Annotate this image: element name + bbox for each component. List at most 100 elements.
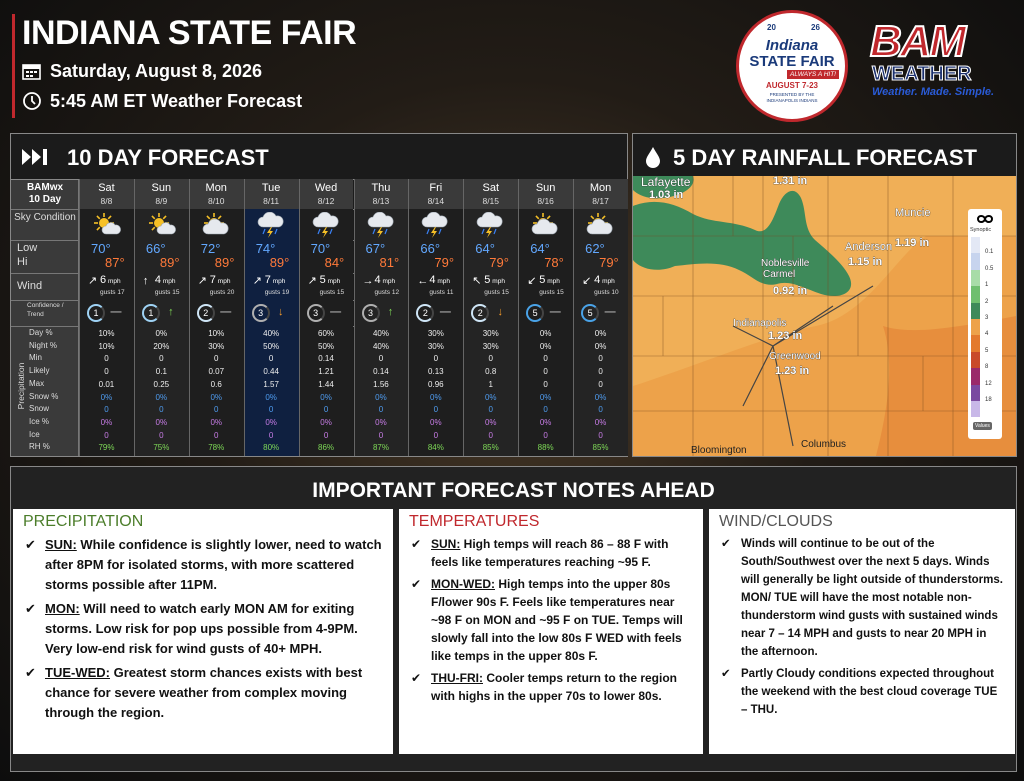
precip-value: 88%: [537, 443, 554, 453]
precip-value: 0%: [210, 417, 223, 427]
precip-value: 0: [104, 430, 109, 440]
map-label: Bloomington: [691, 445, 747, 456]
row-label: Max: [29, 378, 45, 388]
map-label: 1.15 in: [848, 256, 883, 268]
note-lead: SUN:: [45, 537, 77, 552]
icon-part: [257, 212, 284, 228]
precip-value: 0.14: [373, 367, 389, 377]
row-label: Snow %: [29, 391, 59, 401]
county-lines: [633, 176, 1016, 456]
wind-speed: 4: [594, 274, 601, 286]
trend: —: [330, 306, 342, 318]
precip-value: 86%: [318, 443, 335, 453]
map-label: Anderson: [845, 241, 892, 253]
precip-value: 0: [543, 379, 548, 389]
precip-value: 0%: [100, 417, 113, 427]
low-temp: 66°: [145, 241, 166, 256]
map-label: 1.19 in: [895, 237, 930, 249]
map-label: Lafayette: [641, 176, 691, 189]
clock-icon: [23, 92, 41, 110]
precip-value: 30%: [427, 341, 444, 351]
day-date: 8/14: [427, 196, 445, 206]
map-label: Noblesville: [761, 258, 810, 269]
precip-value: 0.07: [208, 367, 225, 377]
wind-gusts: gusts 20: [209, 289, 235, 296]
logo-year: 26: [811, 23, 820, 32]
precip-value: 0: [598, 379, 603, 389]
wind-gusts: gusts 17: [100, 289, 125, 296]
title: INDIANA STATE FAIR: [22, 14, 357, 52]
icon-part: [376, 227, 383, 238]
confidence: 3: [313, 308, 319, 318]
wind-gusts: gusts 11: [429, 289, 454, 296]
logo-dates: AUGUST 7-23: [765, 81, 818, 90]
note-text: While confidence is slightly lower, need…: [45, 537, 382, 592]
precip-value: 0%: [155, 417, 168, 427]
precip-value: 85%: [482, 443, 499, 453]
wind-speed: 5: [484, 274, 491, 286]
forecast-title: 10 DAY FORECAST: [67, 145, 269, 170]
legend-button[interactable]: Values: [973, 422, 992, 430]
row-label: Ice %: [29, 416, 50, 426]
wind-speed: 4: [154, 274, 162, 286]
icon-part: [96, 215, 101, 220]
day-header: [353, 179, 409, 209]
legend-swatch: [971, 384, 980, 401]
precip-value: 50%: [263, 341, 280, 351]
note-item: SUN: While confidence is slightly lower,…: [23, 535, 383, 595]
icon-part: [590, 215, 595, 220]
wind-arrow: ↗: [307, 275, 317, 287]
low-temp: 70°: [310, 241, 331, 256]
precip-value: 30%: [482, 329, 499, 338]
day-name: Mon: [589, 182, 612, 194]
precip-value: 0: [488, 430, 493, 440]
confidence-ring: [416, 304, 435, 322]
sky-icon: [531, 213, 558, 235]
high-temp: 78°: [544, 255, 564, 270]
low-temp: 64°: [530, 241, 550, 256]
confidence: 3: [258, 308, 264, 318]
roads: [732, 285, 874, 447]
sky-icon: [586, 213, 613, 235]
legend-swatch: [971, 335, 980, 352]
day-header: [463, 179, 519, 209]
logo-year: 20: [767, 23, 776, 32]
precip-value: 84%: [427, 443, 444, 453]
wind-arrow: ↑: [142, 275, 149, 287]
note-item: TUE-WED: Greatest storm chances exists w…: [23, 663, 383, 723]
note-column: PRECIPITATION SUN: While confidence is sl…: [13, 509, 393, 754]
icon-part: [481, 228, 485, 235]
precip-value: 0%: [100, 392, 113, 402]
day-name: Sun: [151, 182, 172, 194]
precip-value: 0: [543, 367, 548, 377]
high-temp: 84°: [324, 255, 345, 270]
time: 5:45 AM ET Weather Forecast: [50, 91, 303, 111]
precip-value: 50%: [318, 341, 335, 351]
confidence-ring: [251, 304, 270, 322]
day-date: 8/11: [263, 196, 280, 206]
rainfall-title: 5 DAY RAINFALL FORECAST: [673, 145, 977, 170]
legend-tick: 3: [985, 315, 989, 321]
note-heading: PRECIPITATION: [23, 513, 144, 530]
note-item: MON: Will need to watch early MON AM for…: [23, 599, 383, 659]
day-date: 8/12: [317, 196, 335, 206]
legend-box: Synoptic 0.1 0.5 1 2 3 4 5 8 12 18 Values: [968, 209, 1002, 439]
precip-value: 0: [268, 354, 274, 364]
map-label: 0.92 in: [773, 285, 808, 297]
day-date: 8/17: [592, 196, 609, 206]
row-label: Likely: [29, 366, 50, 376]
note-item: SUN: High temps will reach 86 – 88 F wit…: [409, 535, 693, 571]
trend: —: [110, 306, 122, 318]
icon-part: [217, 215, 222, 220]
wind-gusts: gusts 15: [154, 289, 180, 296]
precip-value: 0: [433, 405, 439, 415]
notes-panel: IMPORTANT FORECAST NOTES AHEAD PRECIPITA…: [10, 466, 1017, 772]
sky-icon: [257, 212, 284, 238]
day-header: [243, 179, 299, 209]
note-item: THU-FRI: Cooler temps return to the regi…: [409, 669, 693, 705]
confidence: 5: [587, 308, 593, 318]
note-lead: THU-FRI:: [431, 671, 483, 685]
precip-value: 0%: [210, 392, 223, 402]
confidence-ring: [581, 304, 600, 322]
